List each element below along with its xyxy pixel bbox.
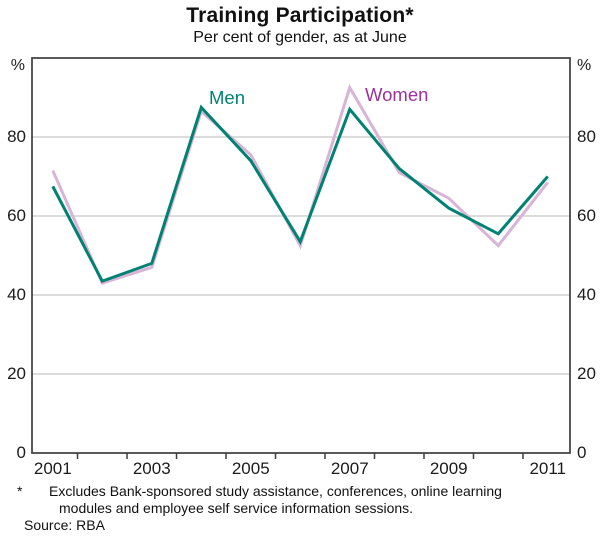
x-axis-label-2009: 2009 xyxy=(429,459,468,478)
y-axis-label-right-80: 80 xyxy=(577,127,596,146)
y-axis-label-left-0: 0 xyxy=(16,443,26,462)
y-axis-label-right-40: 40 xyxy=(577,285,596,304)
y-axis-label-left-40: 40 xyxy=(7,285,26,304)
women-line xyxy=(51,83,549,285)
y-axis-label-left-20: 20 xyxy=(7,364,26,383)
x-axis-label-2011: 2011 xyxy=(529,459,566,478)
chart-subtitle: Per cent of gender, as at June xyxy=(193,29,407,46)
plot-frame xyxy=(31,57,571,454)
women-series-label: Women xyxy=(365,84,429,105)
x-axis-label-2007: 2007 xyxy=(330,459,369,478)
footnote-line2: modules and employee self service inform… xyxy=(59,500,414,516)
y-axis-label-left-80: 80 xyxy=(7,127,26,146)
y-axis-unit-right: % xyxy=(577,57,592,74)
footnote-marker: * xyxy=(17,483,23,499)
y-axis-label-right-60: 60 xyxy=(577,206,596,225)
men-series-label: Men xyxy=(209,87,245,108)
footnote-line1: Excludes Bank-sponsored study assistance… xyxy=(49,483,502,499)
x-axis-label-2005: 2005 xyxy=(231,459,270,478)
x-axis-label-2001: 2001 xyxy=(33,459,72,478)
x-axis-label-2003: 2003 xyxy=(132,459,171,478)
y-axis-label-left-60: 60 xyxy=(7,206,26,225)
y-axis-unit-left: % xyxy=(10,57,25,74)
men-line xyxy=(51,104,549,284)
y-axis-label-right-20: 20 xyxy=(577,364,596,383)
source-note: Source: RBA xyxy=(24,517,105,533)
y-axis-label-right-0: 0 xyxy=(577,443,587,462)
chart-title: Training Participation* xyxy=(186,4,414,27)
